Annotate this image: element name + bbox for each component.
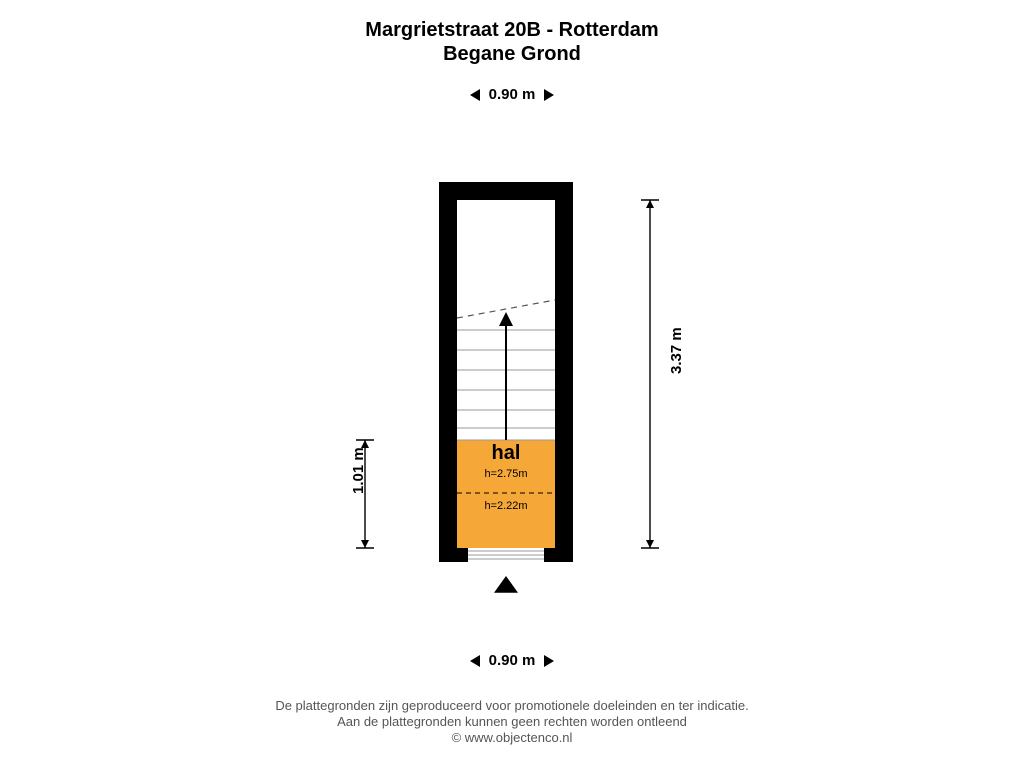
room-height-1: h=2.75m [457,468,555,480]
entry-arrow-icon [494,576,518,593]
floorplan-page: Margrietstraat 20B - Rotterdam Begane Gr… [0,0,1024,768]
room-name-hal: hal [457,442,555,465]
room-height-2: h=2.22m [457,500,555,512]
floorplan-svg [0,0,1024,768]
dimension-right-line [641,200,659,548]
dimension-left-line [356,440,374,548]
footer-line-2: Aan de plattegronden kunnen geen rechten… [0,714,1024,730]
footer-line-3: © www.objectenco.nl [0,730,1024,746]
footer: De plattegronden zijn geproduceerd voor … [0,698,1024,746]
footer-line-1: De plattegronden zijn geproduceerd voor … [0,698,1024,714]
